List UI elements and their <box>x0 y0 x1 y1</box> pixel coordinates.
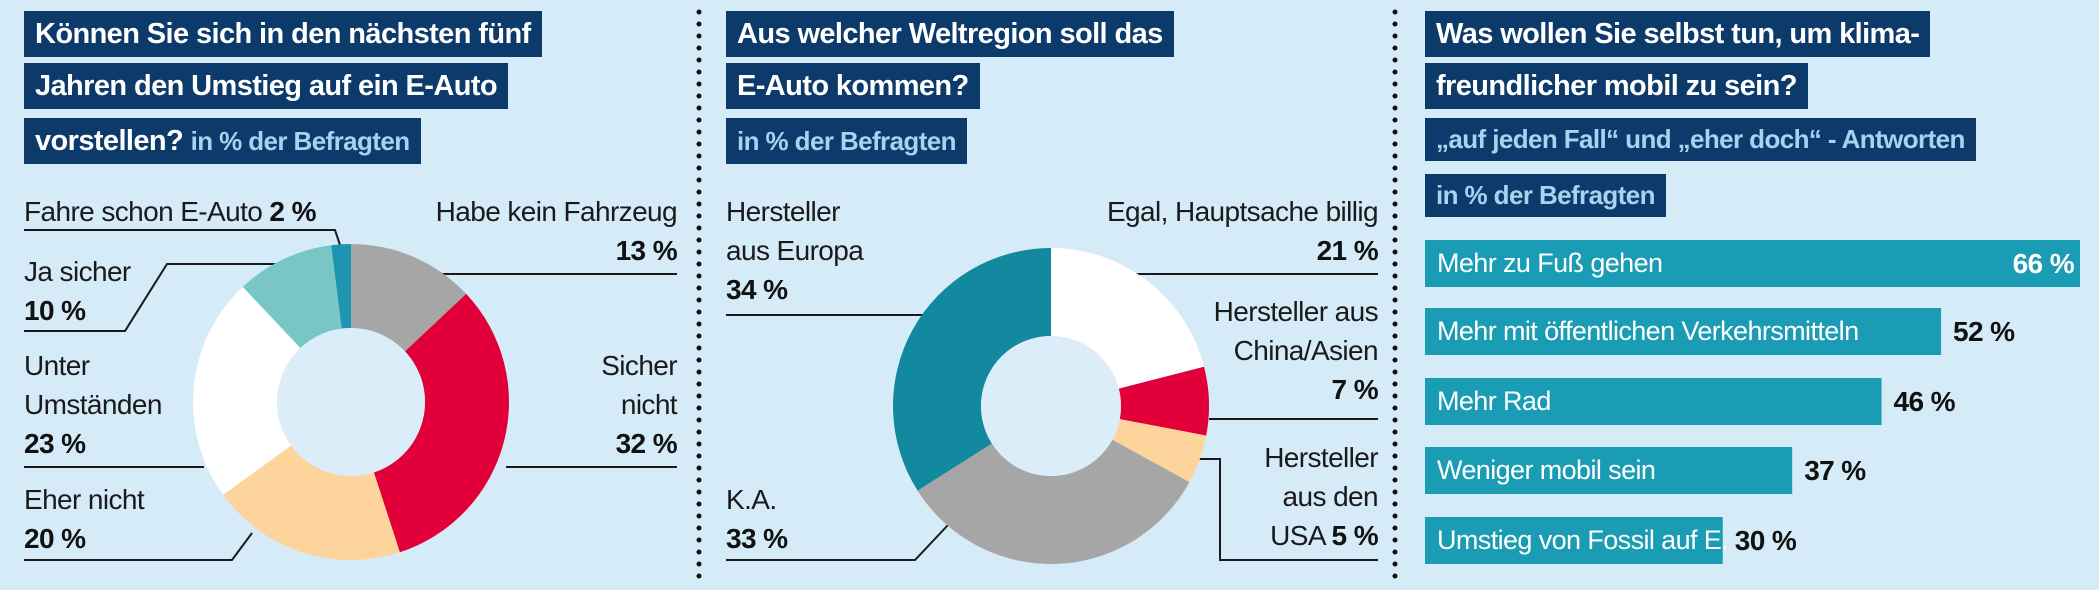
slice-label: Hersteller aus den USA 5 % <box>1264 438 1378 555</box>
slice-label: Habe kein Fahrzeug 13 % <box>435 192 678 270</box>
donut-slice <box>373 293 509 553</box>
category-label: Ja sicher <box>24 256 131 287</box>
value-label: 10 % <box>24 295 86 326</box>
donut-hole <box>981 336 1121 476</box>
category-label: Fahre schon E-Auto <box>24 196 263 227</box>
leader-line <box>726 524 949 561</box>
bar <box>1425 517 1723 564</box>
title-line: Können Sie sich in den nächsten fünf <box>35 18 531 50</box>
slice-label: Hersteller aus China/Asien 7 % <box>1213 292 1379 409</box>
title-box: Aus welcher Weltregion soll das <box>726 11 1174 57</box>
subtitle: in % der Befragten <box>190 126 411 156</box>
category-label: K.A. <box>726 484 777 515</box>
subtitle-box: in % der Befragten <box>726 118 967 164</box>
slice-label: Ja sicher 10 % <box>24 252 131 330</box>
value-label: 7 % <box>1331 374 1379 405</box>
slice-label: Fahre schon E-Auto 2 % <box>24 192 316 231</box>
value-label: 21 % <box>1316 235 1379 266</box>
title-line: freundlicher mobil zu sein? <box>1436 70 1797 102</box>
slice-label: Eher nicht 20 % <box>24 480 145 558</box>
leader-line <box>24 263 328 332</box>
bar-category-label: Mehr mit öffentlichen Verkehrsmitteln <box>1437 316 1859 346</box>
category-label: Sicher nicht <box>601 350 677 420</box>
title-box: vorstellen? in % der Befragten <box>24 118 421 164</box>
title-box: Jahren den Umstieg auf ein E-Auto <box>24 63 508 109</box>
value-label: 23 % <box>24 428 86 459</box>
leader-line <box>24 532 253 561</box>
bar <box>1425 447 1793 494</box>
value-label: 33 % <box>726 523 788 554</box>
title-box: Was wollen Sie selbst tun, um klima- <box>1425 11 1931 57</box>
category-label: Unter Umständen <box>24 350 162 420</box>
bar-category-label: Weniger mobil sein <box>1437 455 1656 485</box>
leader-line <box>1192 458 1378 561</box>
value-label: 32 % <box>615 428 678 459</box>
subtitle-box: in % der Befragten <box>1425 174 1666 217</box>
value-label: 5 % <box>1331 520 1379 551</box>
title-line: Aus welcher Weltregion soll das <box>737 18 1163 50</box>
bar-category-label: Umstieg von Fossil auf E. <box>1437 525 1729 555</box>
bar <box>1425 308 1942 355</box>
bar <box>1425 240 2080 287</box>
donut-slice <box>223 445 400 560</box>
slice-label: Egal, Hauptsache billig 21 % <box>1106 192 1379 270</box>
category-label: Egal, Hauptsache billig <box>1106 196 1379 227</box>
bar-value-label: 52 % <box>1953 316 2015 347</box>
slice-label: Hersteller aus Europa 34 % <box>726 192 864 309</box>
donut-slice <box>242 245 342 349</box>
bar <box>1425 378 1882 425</box>
donut-slice <box>193 286 301 495</box>
donut-slice <box>1118 366 1209 436</box>
slice-label: Sicher nicht 32 % <box>601 346 677 463</box>
title-line: vorstellen? <box>35 125 184 157</box>
leader-line <box>24 229 342 249</box>
value-label: 20 % <box>24 523 86 554</box>
value-label: 13 % <box>615 235 678 266</box>
bar-value-label: 30 % <box>1734 525 1797 556</box>
donut-hole <box>277 328 425 476</box>
slice-label: K.A. 33 % <box>726 480 788 558</box>
bar-value-label: 46 % <box>1893 386 1956 417</box>
title-line: Jahren den Umstieg auf ein E-Auto <box>35 70 498 102</box>
donut-slice <box>893 248 1051 491</box>
donut-slice <box>1051 248 1205 389</box>
title-box: E-Auto kommen? <box>726 63 980 109</box>
leader-lines <box>24 229 1378 561</box>
subtitle-box: „auf jeden Fall“ und „eher doch“ - Antwo… <box>1425 118 1976 161</box>
donut-slice <box>1112 419 1207 483</box>
donut-slice <box>331 244 351 329</box>
donut-slice <box>917 439 1190 564</box>
category-label: Hersteller aus den USA <box>1264 442 1378 551</box>
bar-value-label: 37 % <box>1804 455 1866 486</box>
title-box: freundlicher mobil zu sein? <box>1425 63 1808 109</box>
category-label: Habe kein Fahrzeug <box>435 196 678 227</box>
bar-category-label: Mehr zu Fuß gehen <box>1437 248 1663 278</box>
slice-label: Unter Umständen 23 % <box>24 346 162 463</box>
category-label: Eher nicht <box>24 484 145 515</box>
title-box: Können Sie sich in den nächsten fünf <box>24 11 542 57</box>
value-label: 34 % <box>726 274 788 305</box>
bar-value-label: 66 % <box>2012 248 2075 279</box>
category-label: Hersteller aus Europa <box>726 196 864 266</box>
donut-slice <box>351 244 467 352</box>
title-line: E-Auto kommen? <box>737 70 969 102</box>
value-label: 2 % <box>269 196 316 227</box>
title-line: Was wollen Sie selbst tun, um klima- <box>1436 18 1920 50</box>
bar-category-label: Mehr Rad <box>1437 386 1551 416</box>
category-label: Hersteller aus China/Asien <box>1213 296 1379 366</box>
